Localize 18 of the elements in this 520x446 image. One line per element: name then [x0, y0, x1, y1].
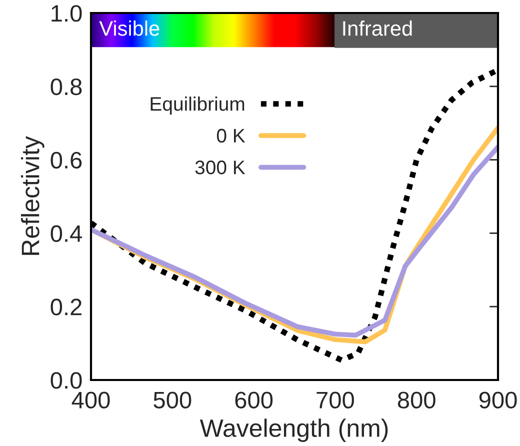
legend-label: Equilibrium [150, 96, 244, 115]
y-tick-label: 0.0 [50, 372, 82, 389]
y-tick-label: 0.6 [50, 152, 82, 169]
legend-label: 0 K [216, 128, 246, 143]
y-tick-label: 0.4 [50, 225, 82, 242]
y-tick-label: 0.8 [50, 78, 82, 96]
x-tick-label: 800 [398, 392, 436, 408]
annotation: Infrared [343, 20, 412, 36]
x-tick-label: 700 [316, 392, 354, 408]
y-tick-label: 0.2 [50, 298, 82, 316]
y-tick-label: 1.0 [52, 5, 82, 22]
x-tick-label: 400 [72, 392, 110, 408]
y-axis-title: Reflectivity [20, 136, 44, 255]
legend-label: 300 K [195, 160, 246, 174]
x-tick-label: 600 [235, 392, 273, 408]
x-tick-label: 900 [479, 392, 517, 408]
x-tick-label: 500 [154, 392, 192, 408]
x-axis-title: Wavelength (nm) [200, 418, 388, 442]
